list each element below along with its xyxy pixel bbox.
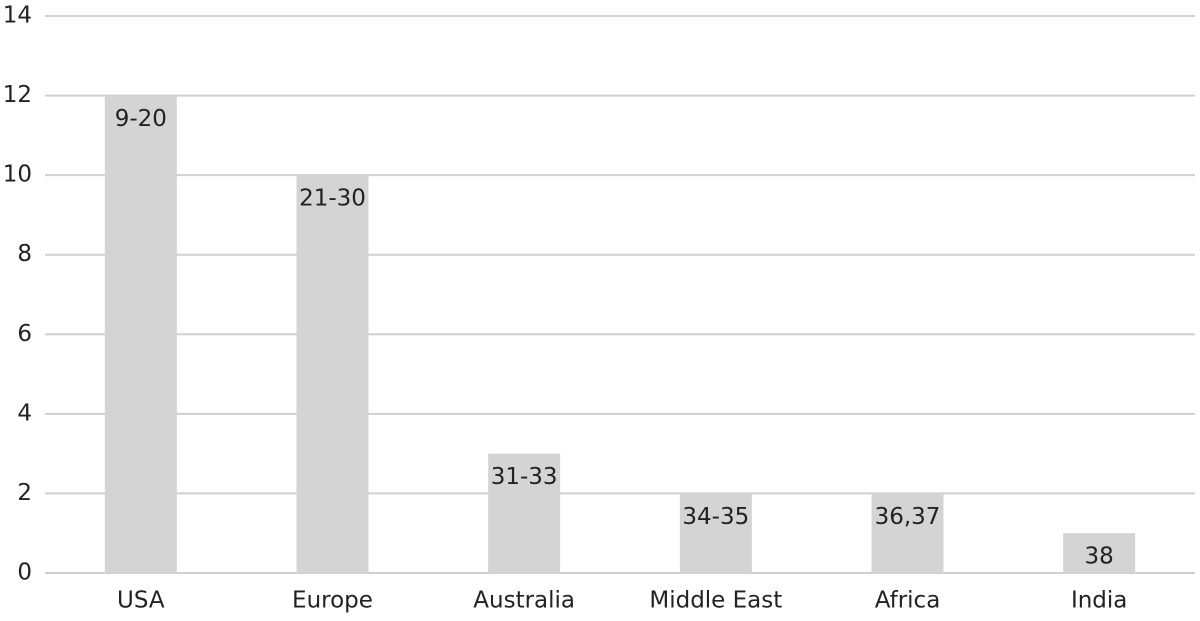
y-tick-label: 8	[17, 241, 32, 267]
y-tick-label: 6	[17, 321, 32, 347]
y-tick-label: 14	[3, 3, 32, 29]
bar	[1063, 533, 1136, 573]
y-tick-label: 0	[17, 560, 32, 586]
bar	[104, 95, 177, 574]
bar-annotation: 31-33	[491, 464, 558, 490]
bar-annotation: 21-30	[299, 186, 366, 212]
x-tick-label: Australia	[473, 588, 575, 614]
bar-annotation: 38	[1085, 544, 1114, 570]
y-tick-label: 10	[3, 162, 32, 188]
x-tick-label: Africa	[875, 588, 941, 614]
bar	[488, 453, 561, 573]
y-tick-label: 12	[3, 82, 32, 108]
bar	[679, 493, 752, 573]
bar	[296, 175, 369, 573]
bar-annotation: 34-35	[682, 504, 749, 530]
x-tick-label: USA	[117, 588, 165, 614]
x-tick-label: Middle East	[649, 588, 782, 614]
x-tick-label: Europe	[292, 588, 373, 614]
y-tick-label: 2	[17, 480, 32, 506]
x-tick-label: India	[1071, 588, 1127, 614]
bar-annotation: 36,37	[875, 504, 941, 530]
bar	[871, 493, 944, 573]
bar-annotation: 9-20	[115, 106, 167, 132]
y-tick-label: 4	[17, 400, 32, 426]
